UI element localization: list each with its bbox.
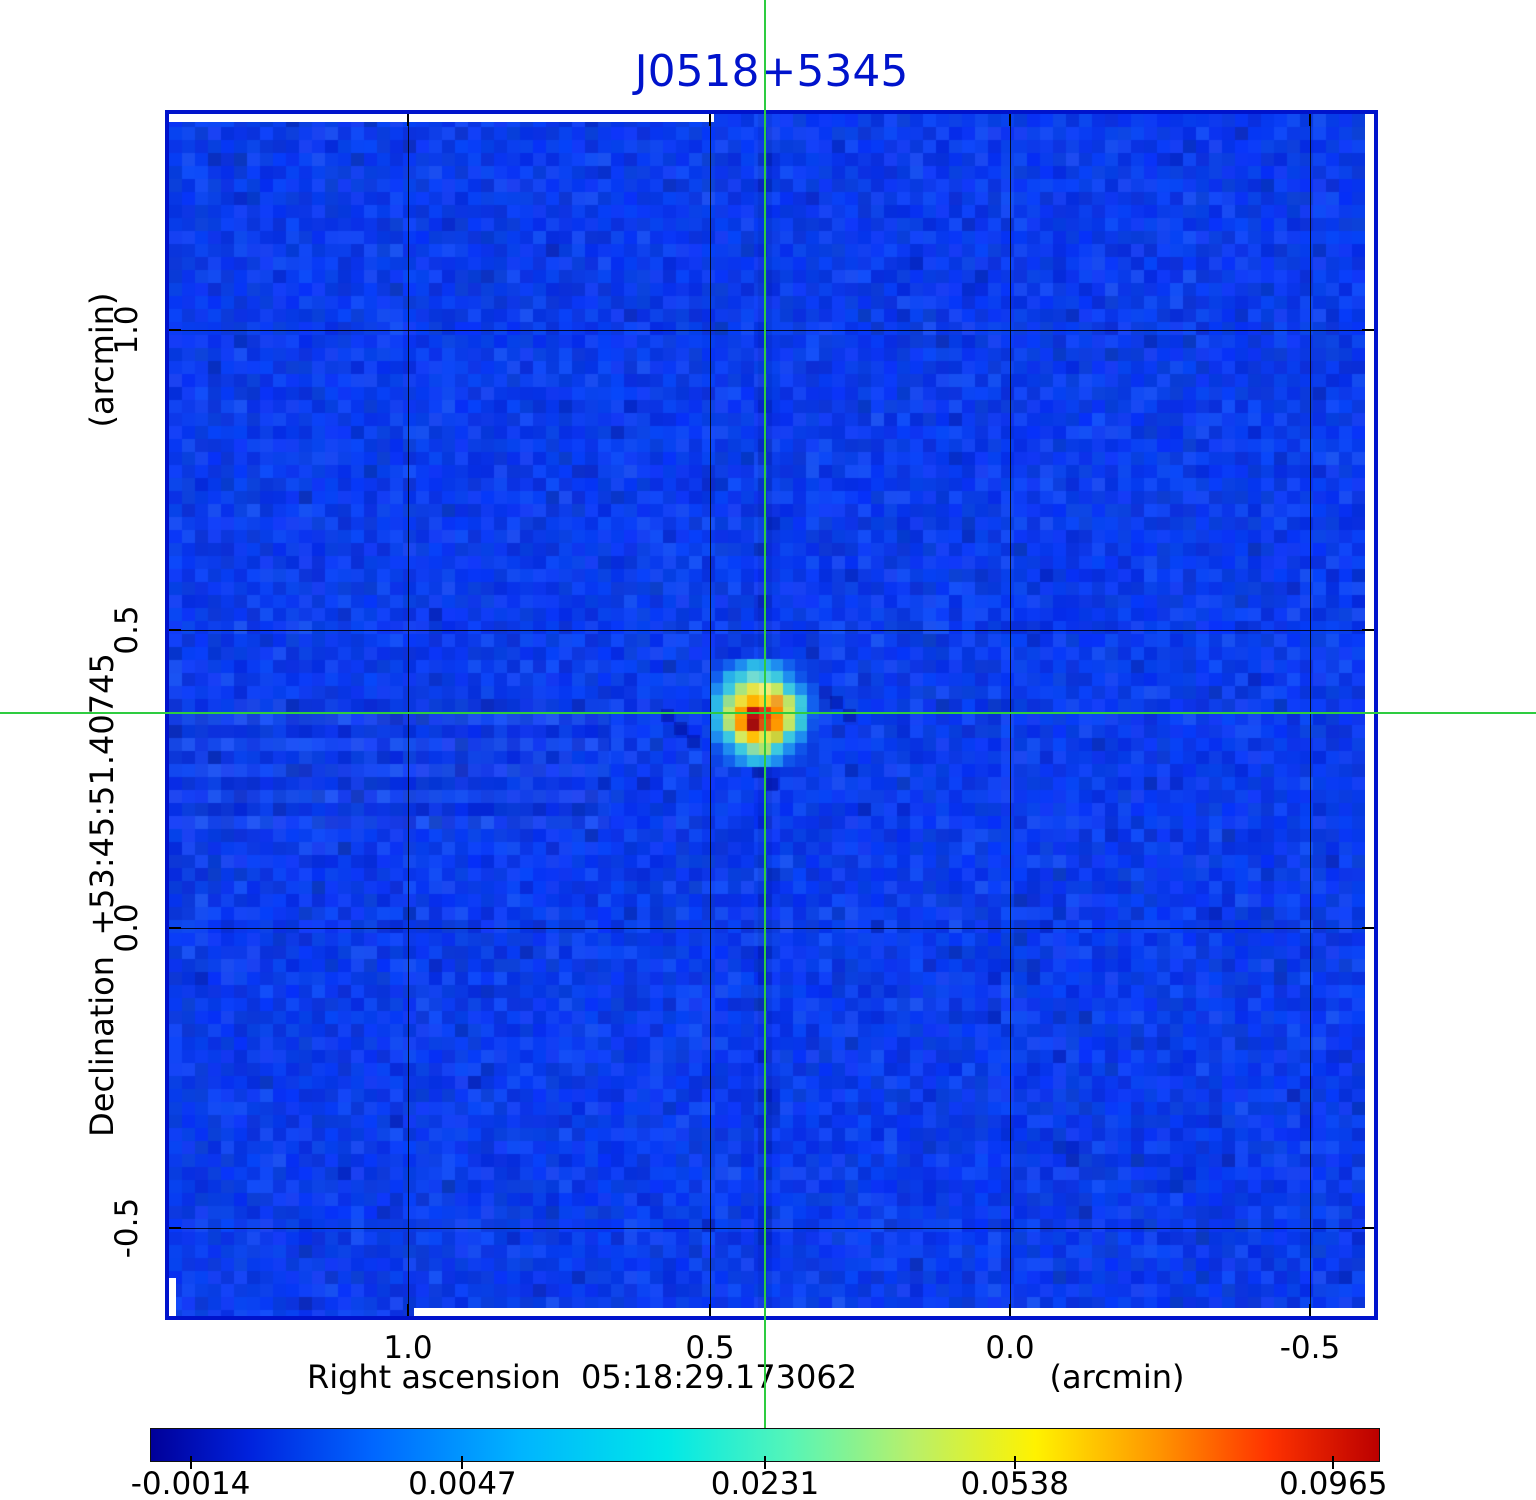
colorbar-tick xyxy=(461,1456,464,1469)
colorbar-tick-label: 0.0047 xyxy=(408,1466,517,1500)
x-axis-tick xyxy=(1309,114,1311,126)
y-axis-tick xyxy=(1362,1227,1374,1229)
gridline-horizontal xyxy=(169,630,1374,631)
gridline-vertical xyxy=(710,114,711,1316)
gridline-vertical xyxy=(1010,114,1011,1316)
colorbar-tick xyxy=(189,1456,192,1469)
x-axis-tick xyxy=(1009,1304,1011,1316)
figure-title: J0518+5345 xyxy=(634,46,909,97)
y-axis-tick xyxy=(1362,927,1374,929)
x-axis-tick xyxy=(1309,1304,1311,1316)
image-edge-gap-top xyxy=(169,114,714,122)
x-axis-tick xyxy=(1009,114,1011,126)
colorbar-tick xyxy=(764,1456,766,1469)
gridline-vertical xyxy=(408,114,409,1316)
crosshair-horizontal-line xyxy=(0,712,1536,714)
x-axis-tick xyxy=(709,1304,711,1316)
y-axis-tick xyxy=(1362,329,1374,331)
x-axis-unit: (arcmin) xyxy=(1049,1358,1185,1396)
colorbar-tick-label: 0.0231 xyxy=(710,1466,820,1500)
y-axis-tick xyxy=(1362,629,1374,631)
colorbar-tick-label: 0.0965 xyxy=(1279,1466,1388,1500)
y-axis-tick xyxy=(169,329,181,331)
y-tick-label: 0.5 xyxy=(109,605,145,655)
colorbar-tick-label: -0.0014 xyxy=(130,1466,251,1500)
x-tick-label: -0.5 xyxy=(1279,1330,1341,1366)
crosshair-vertical-line xyxy=(764,0,766,1428)
x-axis-tick xyxy=(407,114,409,126)
x-axis-tick xyxy=(407,1304,409,1316)
y-tick-label: 0.0 xyxy=(109,903,145,953)
sky-plot xyxy=(165,110,1378,1320)
image-edge-gap-right xyxy=(1365,114,1374,1316)
y-axis-tick xyxy=(169,1227,181,1229)
y-axis-tick xyxy=(169,629,181,631)
sky-canvas xyxy=(169,114,1374,1316)
x-tick-label: 1.0 xyxy=(383,1330,433,1366)
gridline-horizontal xyxy=(169,1228,1374,1229)
y-axis-tick xyxy=(169,927,181,929)
y-tick-label: 1.0 xyxy=(109,305,145,355)
gridline-vertical xyxy=(1310,114,1311,1316)
colorbar-tick-label: 0.0538 xyxy=(960,1466,1069,1500)
image-edge-gap-left xyxy=(169,1278,176,1316)
image-edge-gap-bottom xyxy=(414,1308,1365,1316)
colorbar-tick xyxy=(1013,1456,1016,1469)
colorbar-tick xyxy=(1332,1456,1335,1469)
gridline-horizontal xyxy=(169,330,1374,331)
x-tick-label: 0.0 xyxy=(985,1330,1035,1366)
y-tick-label: -0.5 xyxy=(109,1197,145,1259)
x-axis-tick xyxy=(709,114,711,126)
gridline-horizontal xyxy=(169,928,1374,929)
x-tick-label: 0.5 xyxy=(685,1330,735,1366)
x-axis-label: Right ascension 05:18:29.173062 xyxy=(306,1358,858,1396)
